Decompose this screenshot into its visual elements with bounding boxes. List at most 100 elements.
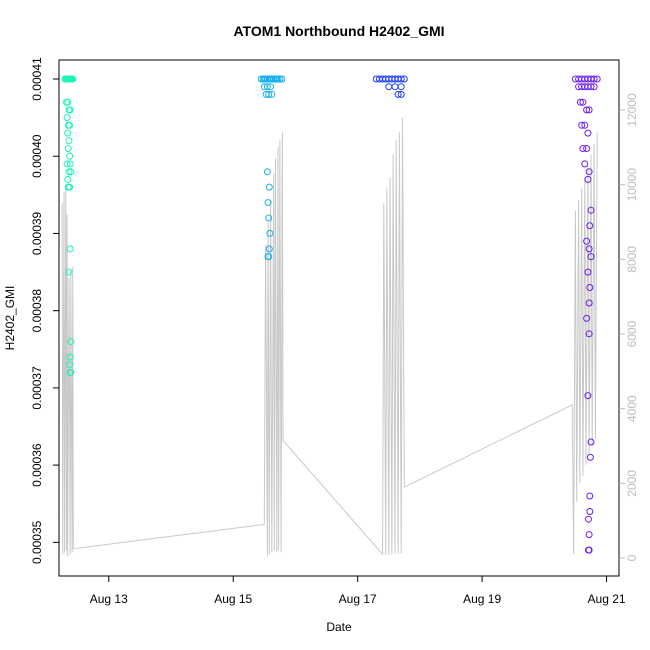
- data-point: [581, 160, 589, 168]
- data-point: [586, 284, 594, 291]
- data-point: [585, 245, 593, 253]
- data-point: [274, 75, 282, 83]
- data-point: [265, 214, 273, 222]
- data-point: [585, 299, 593, 307]
- chart-title: ATOM1 Northbound H2402_GMI: [233, 23, 444, 39]
- y-tick-label-left: 0.00035: [30, 520, 44, 564]
- y-tick-label-right: 6000: [625, 320, 639, 347]
- data-point: [585, 515, 592, 523]
- data-point: [265, 245, 273, 253]
- data-point: [66, 245, 74, 253]
- data-point: [585, 531, 593, 539]
- data-point: [587, 253, 595, 261]
- data-point: [583, 145, 591, 152]
- data-point: [67, 338, 75, 346]
- y-tick-label-right: 0: [625, 554, 639, 561]
- y-tick-label-left: 0.00037: [30, 366, 44, 410]
- data-point: [583, 237, 591, 245]
- data-point: [63, 114, 71, 122]
- y-tick-label-right: 2000: [625, 470, 639, 497]
- x-tick-label: Aug 13: [90, 592, 128, 606]
- data-point: [64, 129, 72, 137]
- data-point: [397, 90, 405, 98]
- data-point: [267, 83, 275, 91]
- data-point: [66, 160, 74, 168]
- data-point: [276, 75, 284, 83]
- data-point: [400, 75, 408, 83]
- y-tick-label-right: 10000: [625, 168, 639, 202]
- x-tick-label: Aug 21: [588, 592, 626, 606]
- y-tick-label-right: 4000: [625, 395, 639, 422]
- data-point: [593, 75, 601, 83]
- data-point: [278, 75, 286, 83]
- data-point: [63, 160, 71, 168]
- data-point: [64, 145, 72, 152]
- data-point: [67, 369, 75, 376]
- data-point: [587, 206, 595, 214]
- data-point: [584, 175, 592, 183]
- data-point: [265, 183, 273, 191]
- data-point: [265, 253, 273, 261]
- x-axis-label: Date: [326, 620, 352, 634]
- y-tick-label-left: 0.00036: [30, 443, 44, 487]
- data-point: [590, 75, 598, 83]
- x-tick-label: Aug 15: [214, 592, 252, 606]
- data-point: [66, 121, 74, 129]
- data-point: [587, 438, 595, 446]
- data-point: [583, 314, 591, 322]
- data-point: [265, 90, 273, 98]
- x-axis: Aug 13 Aug 15 Aug 17 Aug 19 Aug 21: [90, 576, 626, 606]
- data-point: [585, 168, 593, 176]
- y-tick-label-left: 0.00040: [30, 134, 44, 178]
- data-point: [66, 152, 74, 160]
- data-point: [586, 508, 594, 515]
- y-tick-label-right: 8000: [625, 246, 639, 273]
- data-point: [590, 83, 598, 91]
- y-tick-label-right: 12000: [625, 93, 639, 127]
- data-point: [586, 492, 594, 500]
- y-tick-label-left: 0.00041: [30, 57, 44, 101]
- y-tick-label-left: 0.00038: [30, 289, 44, 333]
- data-point: [584, 392, 592, 400]
- line-series-layer: [61, 117, 598, 557]
- data-point: [397, 75, 405, 83]
- data-point: [263, 83, 271, 91]
- plot-frame: [58, 59, 620, 577]
- data-point: [268, 90, 276, 98]
- data-point: [585, 106, 593, 114]
- data-point: [397, 83, 405, 91]
- data-point: [586, 222, 594, 230]
- data-point: [64, 175, 72, 183]
- y-axis-left: 0.00035 0.00036 0.00037 0.00038 0.00039 0.000…: [30, 57, 59, 564]
- data-point: [264, 199, 272, 207]
- data-point: [66, 183, 74, 191]
- data-point: [578, 121, 586, 129]
- data-point: [66, 106, 74, 114]
- data-point: [66, 361, 74, 369]
- data-point: [585, 330, 593, 338]
- x-tick-label: Aug 19: [463, 592, 501, 606]
- data-point: [394, 90, 402, 98]
- data-point: [65, 268, 73, 276]
- data-point: [266, 229, 274, 237]
- data-point: [64, 98, 72, 106]
- data-point: [66, 353, 74, 361]
- data-point: [263, 168, 271, 176]
- y-tick-label-left: 0.00039: [30, 211, 44, 255]
- line-series: [61, 117, 598, 557]
- data-point: [69, 75, 77, 83]
- data-point: [585, 546, 593, 554]
- x-tick-label: Aug 17: [339, 592, 377, 606]
- y-axis-right: 0 2000 4000 6000 8000 10000 12000: [619, 93, 639, 561]
- data-point: [579, 145, 587, 152]
- data-point: [579, 98, 587, 106]
- data-point: [576, 98, 584, 106]
- data-point: [586, 453, 594, 461]
- data-point: [584, 268, 592, 276]
- data-point: [583, 106, 591, 114]
- y-axis-label: H2402_GMI: [3, 286, 17, 351]
- data-point: [587, 83, 595, 91]
- data-point: [584, 129, 592, 137]
- data-point: [385, 83, 393, 91]
- data-point: [581, 121, 589, 129]
